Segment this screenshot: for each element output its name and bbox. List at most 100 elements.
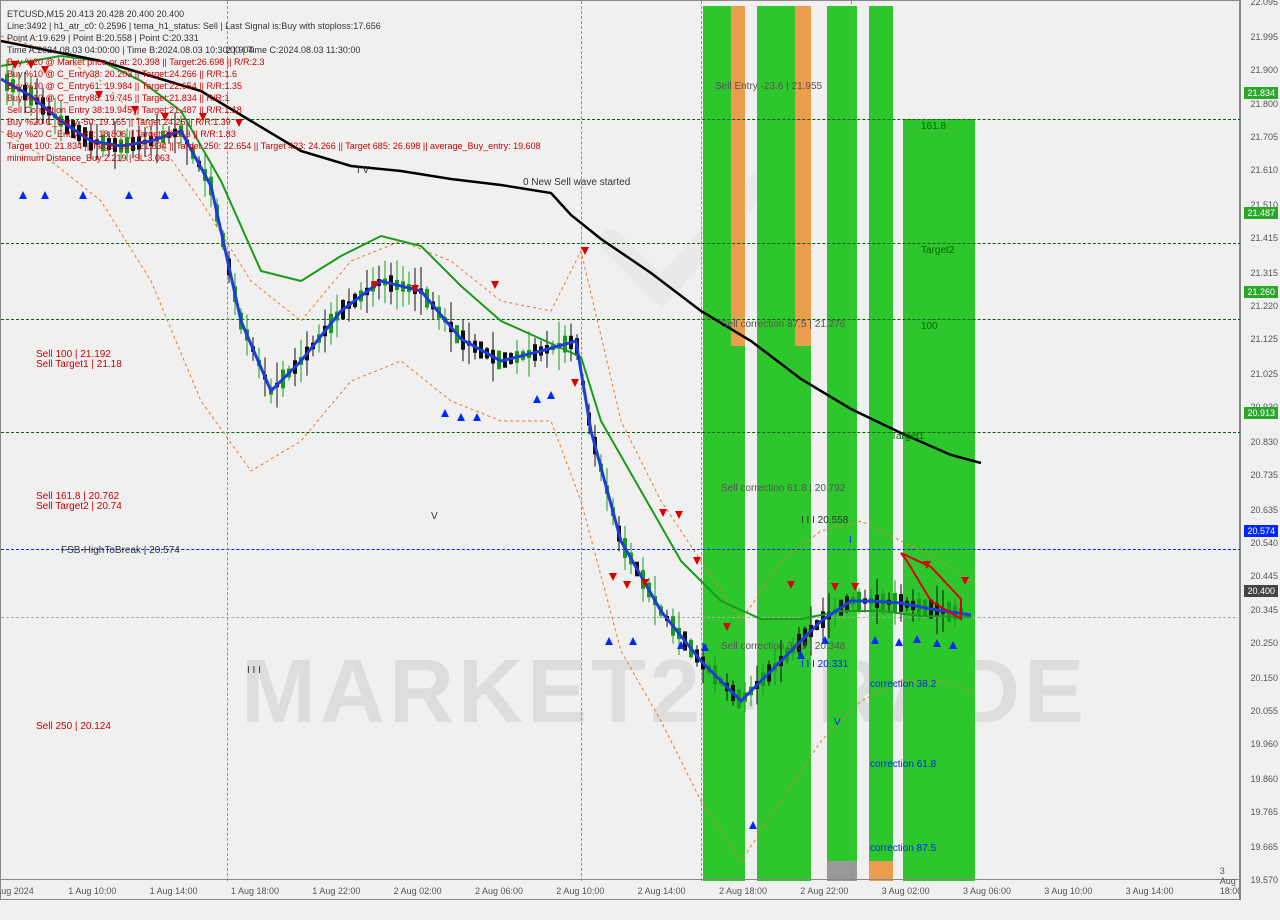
y-tick: 20.830 xyxy=(1250,437,1278,447)
info-line: Buy %20 @ Market price or at: 20.398 || … xyxy=(7,57,264,67)
chart-label: Sell correction 87.5 | 21.276 xyxy=(721,319,845,330)
chart-label: correction 38.2 xyxy=(870,679,936,690)
info-line: Time A:2024.08.03 04:00:00 | Time B:2024… xyxy=(7,45,360,55)
hline xyxy=(1,617,1241,618)
chart-label: 161.8 xyxy=(921,121,946,132)
x-tick: 1 Aug 10:00 xyxy=(68,886,116,896)
vline xyxy=(701,1,702,881)
hline xyxy=(1,432,1241,433)
chart-label: correction 61.8 xyxy=(870,759,936,770)
arrow-up-icon xyxy=(125,191,133,199)
arrow-down-icon xyxy=(581,247,589,255)
y-tick: 20.635 xyxy=(1250,505,1278,515)
chart-area: MARKET24TRADE ETCUSD,M15 20.413 20.428 2… xyxy=(0,0,1240,900)
chart-label: I xyxy=(849,535,852,546)
x-tick: 2 Aug 10:00 xyxy=(556,886,604,896)
chart-label: I I I 20.558 xyxy=(801,515,848,526)
y-tick: 21.220 xyxy=(1250,301,1278,311)
x-tick: 2 Aug 14:00 xyxy=(638,886,686,896)
y-tick: 21.125 xyxy=(1250,334,1278,344)
y-tick: 21.995 xyxy=(1250,32,1278,42)
arrow-up-icon xyxy=(457,413,465,421)
arrow-down-icon xyxy=(831,583,839,591)
x-tick: 2 Aug 02:00 xyxy=(394,886,442,896)
x-tick: 1 Aug 2024 xyxy=(0,886,34,896)
info-line: Point A:19.629 | Point B:20.558 | Point … xyxy=(7,33,199,43)
chart-label: Sell correction 61.8 | 20.792 xyxy=(721,483,845,494)
chart-label: Sell 250 | 20.124 xyxy=(36,721,111,732)
zone-rect xyxy=(827,861,857,881)
x-tick: 2 Aug 22:00 xyxy=(800,886,848,896)
arrow-down-icon xyxy=(371,281,379,289)
hline xyxy=(1,549,1241,550)
y-axis: 22.09521.99521.90021.80021.70521.61021.5… xyxy=(1240,0,1280,900)
y-tick: 19.765 xyxy=(1250,807,1278,817)
arrow-down-icon xyxy=(961,577,969,585)
x-tick: 1 Aug 18:00 xyxy=(231,886,279,896)
info-line: Buy %10 @ C_Entry88: 19.745 || Target:21… xyxy=(7,93,229,103)
arrow-up-icon xyxy=(913,635,921,643)
x-tick: 2 Aug 18:00 xyxy=(719,886,767,896)
arrow-up-icon xyxy=(533,395,541,403)
y-tick: 19.570 xyxy=(1250,875,1278,885)
arrow-down-icon xyxy=(787,581,795,589)
x-tick: 1 Aug 14:00 xyxy=(150,886,198,896)
arrow-up-icon xyxy=(19,191,27,199)
y-tick-green: 21.834 xyxy=(1244,87,1278,99)
x-tick: 3 Aug 10:00 xyxy=(1044,886,1092,896)
info-line: Line:3492 | h1_atr_c0: 0.2596 | tema_h1_… xyxy=(7,21,381,31)
chart-label: FSB-HighToBreak | 20.574 xyxy=(61,545,180,556)
arrow-down-icon xyxy=(659,509,667,517)
chart-label: Sell Entry -23.6 | 21.955 xyxy=(715,81,822,92)
arrow-down-icon xyxy=(693,557,701,565)
y-tick: 20.540 xyxy=(1250,538,1278,548)
arrow-down-icon xyxy=(235,119,243,127)
chart-label: I I I xyxy=(247,665,261,676)
envelope-lower xyxy=(1,131,971,861)
arrow-down-icon xyxy=(723,623,731,631)
vline xyxy=(581,1,582,881)
y-tick: 19.960 xyxy=(1250,739,1278,749)
chart-label: Sell Target2 | 20.74 xyxy=(36,501,122,512)
chart-label: 0 New Sell wave started xyxy=(523,177,630,188)
arrow-up-icon xyxy=(605,637,613,645)
arrow-up-icon xyxy=(701,643,709,651)
hline xyxy=(1,319,1241,320)
arrow-up-icon xyxy=(949,641,957,649)
arrow-down-icon xyxy=(623,581,631,589)
info-line: minimum Distance_Buy:2.219 | SL:3.063 xyxy=(7,153,170,163)
x-tick: 3 Aug 06:00 xyxy=(963,886,1011,896)
y-tick-blue: 20.574 xyxy=(1244,525,1278,537)
y-tick: 21.900 xyxy=(1250,65,1278,75)
info-line: Sell Correction Entry 38:19.945 || Targe… xyxy=(7,105,242,115)
y-tick: 20.345 xyxy=(1250,605,1278,615)
y-tick-price: 20.400 xyxy=(1244,585,1278,597)
x-tick: 3 Aug 18:00 xyxy=(1220,866,1243,896)
y-tick: 21.705 xyxy=(1250,132,1278,142)
y-tick: 21.025 xyxy=(1250,369,1278,379)
info-line: ETCUSD,M15 20.413 20.428 20.400 20.400 xyxy=(7,9,184,19)
arrow-up-icon xyxy=(895,638,903,646)
chart-label: I I I 20.331 xyxy=(801,659,848,670)
chart-label: Sell correction 34.2 | 20.348 xyxy=(721,641,845,652)
x-tick: 1 Aug 22:00 xyxy=(312,886,360,896)
y-tick: 22.095 xyxy=(1250,0,1278,7)
arrow-up-icon xyxy=(677,641,685,649)
arrow-up-icon xyxy=(797,651,805,659)
arrow-down-icon xyxy=(411,285,419,293)
y-tick: 20.150 xyxy=(1250,673,1278,683)
arrow-up-icon xyxy=(749,821,757,829)
x-tick: 3 Aug 02:00 xyxy=(882,886,930,896)
arrow-up-icon xyxy=(79,191,87,199)
y-tick: 20.445 xyxy=(1250,571,1278,581)
y-tick: 21.800 xyxy=(1250,99,1278,109)
y-tick: 20.055 xyxy=(1250,706,1278,716)
y-tick: 21.610 xyxy=(1250,165,1278,175)
arrow-up-icon xyxy=(441,409,449,417)
info-line: Buy %20 C_Entry -50: 19.165 || Target 24… xyxy=(7,117,231,127)
info-line: Buy %10 @ C_Entry38: 20.203 || Target:24… xyxy=(7,69,237,79)
arrow-down-icon xyxy=(491,281,499,289)
x-tick: 3 Aug 14:00 xyxy=(1126,886,1174,896)
info-line: Buy %20 C_Entry -88: 18.806 || Target 20… xyxy=(7,129,236,139)
vline xyxy=(851,1,852,881)
